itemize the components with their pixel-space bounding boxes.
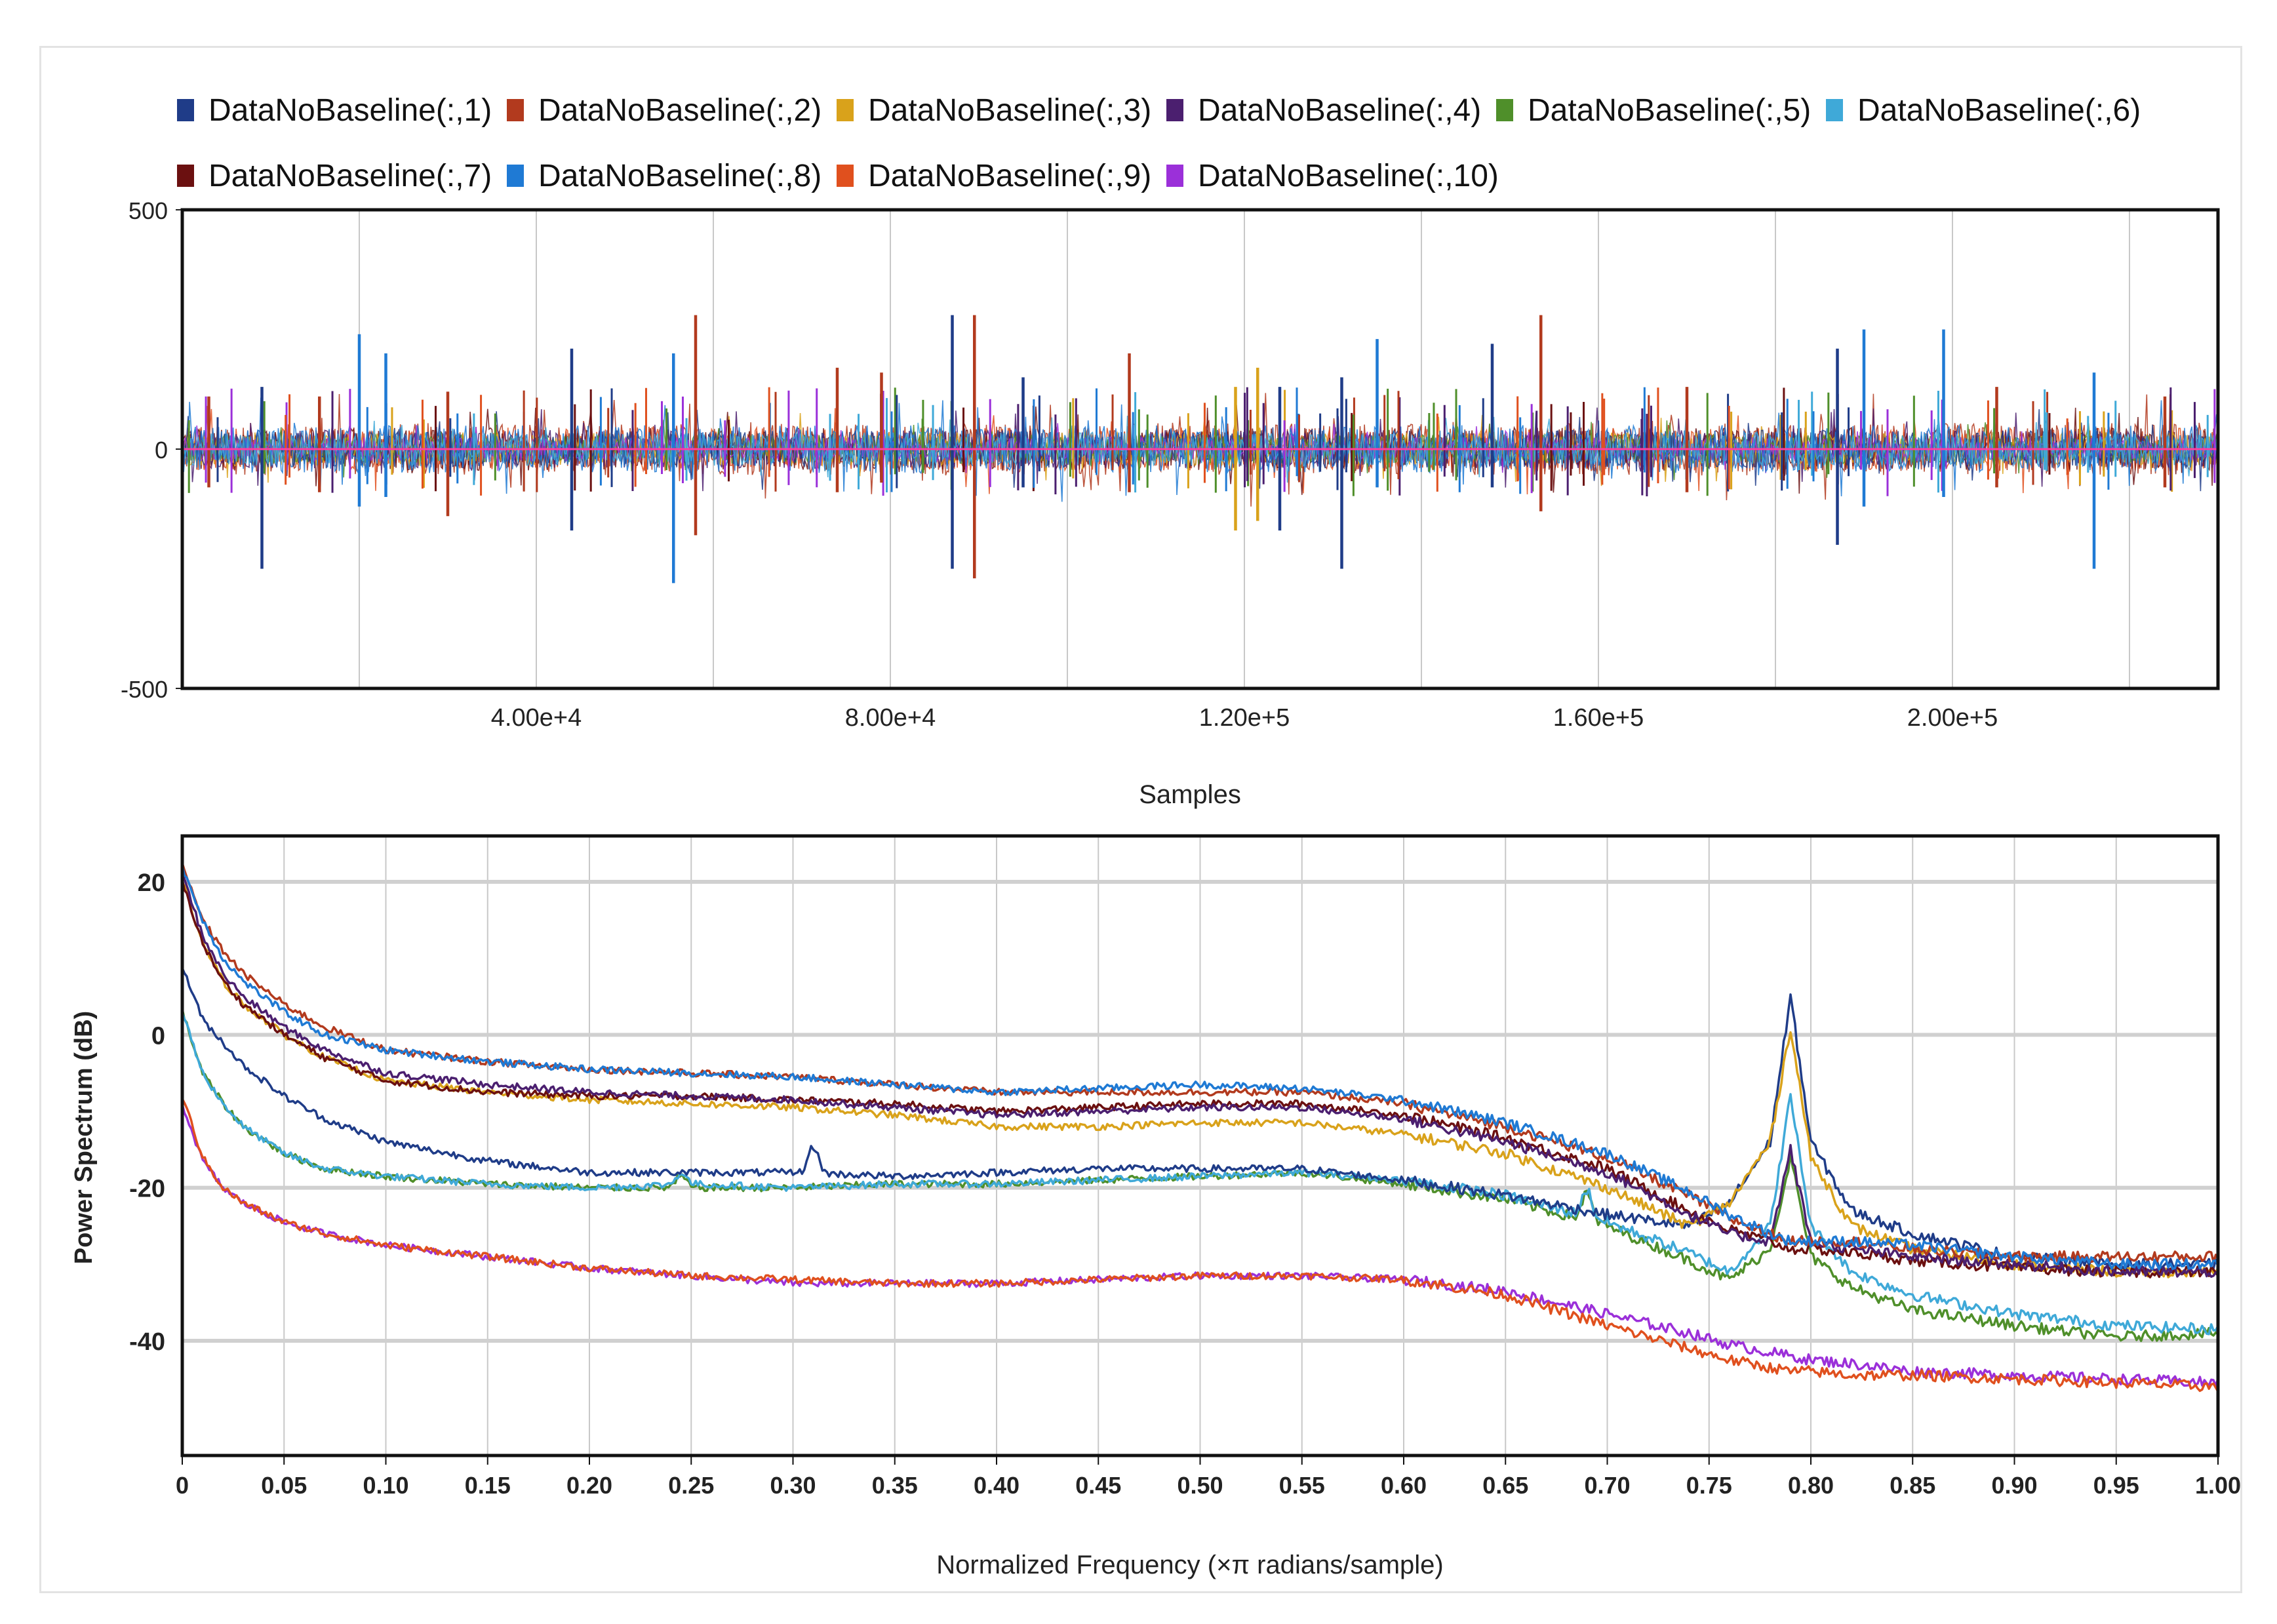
spec-series-line-9	[181, 1098, 2219, 1393]
legend-swatch-4	[1166, 99, 1183, 121]
legend-swatch-2	[507, 99, 524, 121]
spec-x-tick-label-5: 0.25	[668, 1472, 714, 1499]
spectrum-y-axis-label: Power Spectrum (dB)	[70, 1011, 98, 1264]
spec-x-tick-label-9: 0.45	[1075, 1472, 1121, 1499]
spec-x-tick-label-2: 0.10	[363, 1472, 408, 1499]
legend-item-9[interactable]: DataNoBaseline(:,9)	[837, 158, 1166, 194]
time-series-plot: -500 0 500 4.00e+4 8.00e+4 1.20e+5 1.60e+5 2.00…	[121, 197, 2220, 732]
time-x-tick-label-2: 1.20e+5	[1199, 704, 1290, 732]
time-x-tick-label-4: 2.00e+5	[1907, 704, 1998, 732]
spec-x-tick-label-17: 0.85	[1890, 1472, 1935, 1499]
legend-label-5: DataNoBaseline(:,5)	[1528, 92, 1812, 128]
spec-x-tick-label-15: 0.75	[1686, 1472, 1732, 1499]
legend-item-8[interactable]: DataNoBaseline(:,8)	[507, 158, 837, 194]
spec-y-tick-label-1: 0	[151, 1022, 165, 1050]
legend-swatch-6	[1826, 99, 1843, 121]
figure-frame	[39, 46, 2242, 1593]
legend-item-4[interactable]: DataNoBaseline(:,4)	[1166, 92, 1496, 129]
spec-series-line-6	[181, 1012, 2219, 1336]
legend-item-7[interactable]: DataNoBaseline(:,7)	[177, 158, 507, 194]
legend-item-2[interactable]: DataNoBaseline(:,2)	[507, 92, 837, 129]
legend-swatch-7	[177, 165, 194, 187]
spec-x-tick-label-6: 0.30	[770, 1472, 816, 1499]
legend-swatch-5	[1496, 99, 1513, 121]
spec-x-tick-label-11: 0.55	[1279, 1472, 1325, 1499]
spec-y-tick-label-3: -40	[129, 1328, 165, 1356]
time-y-tick-label-2: 500	[129, 197, 168, 224]
spec-x-tick-label-18: 0.90	[1991, 1472, 2037, 1499]
spec-series-line-8	[181, 865, 2219, 1271]
spec-y-tick-label-0: 20	[138, 869, 165, 897]
legend-row-1: DataNoBaseline(:,1) DataNoBaseline(:,2) …	[177, 77, 2177, 143]
legend-label-4: DataNoBaseline(:,4)	[1198, 92, 1482, 128]
legend-item-10[interactable]: DataNoBaseline(:,10)	[1166, 158, 1499, 194]
spec-x-tick-label-20: 1.00	[2195, 1472, 2241, 1499]
legend-swatch-1	[177, 99, 194, 121]
time-series-x-axis-label: Samples	[1139, 780, 1241, 809]
time-x-tick-label-0: 4.00e+4	[491, 704, 582, 732]
time-y-tick-label-0: -500	[121, 676, 168, 703]
legend-item-3[interactable]: DataNoBaseline(:,3)	[837, 92, 1166, 129]
time-plot-border	[180, 208, 2220, 690]
spec-x-tick-label-7: 0.35	[872, 1472, 918, 1499]
legend-label-6: DataNoBaseline(:,6)	[1857, 92, 2141, 128]
spec-x-tick-label-14: 0.70	[1584, 1472, 1630, 1499]
spec-x-tick-label-16: 0.80	[1788, 1472, 1834, 1499]
spec-series-line-4	[181, 871, 2219, 1278]
time-series-line-8	[182, 397, 2219, 502]
legend-swatch-3	[837, 99, 854, 121]
spectrum-x-axis-label: Normalized Frequency (×π radians/sample)	[936, 1551, 1443, 1579]
legend-label-9: DataNoBaseline(:,9)	[868, 158, 1152, 193]
legend-swatch-9	[837, 165, 854, 187]
legend-item-6[interactable]: DataNoBaseline(:,6)	[1826, 92, 2156, 129]
legend: DataNoBaseline(:,1) DataNoBaseline(:,2) …	[177, 77, 2177, 208]
spec-x-tick-label-3: 0.15	[465, 1472, 511, 1499]
spec-x-tick-label-13: 0.65	[1482, 1472, 1528, 1499]
legend-label-2: DataNoBaseline(:,2)	[538, 92, 822, 128]
spec-x-tick-label-1: 0.05	[261, 1472, 307, 1499]
legend-label-10: DataNoBaseline(:,10)	[1198, 158, 1499, 193]
spec-x-tick-label-10: 0.50	[1177, 1472, 1223, 1499]
spec-x-tick-label-0: 0	[176, 1472, 189, 1499]
legend-label-1: DataNoBaseline(:,1)	[208, 92, 492, 128]
time-y-tick-label-1: 0	[155, 437, 168, 464]
legend-row-2: DataNoBaseline(:,7) DataNoBaseline(:,8) …	[177, 143, 2177, 208]
spec-series-line-1	[181, 967, 2219, 1271]
time-x-tick-label-1: 8.00e+4	[845, 704, 936, 732]
legend-label-7: DataNoBaseline(:,7)	[208, 158, 492, 193]
spec-x-tick-label-19: 0.95	[2093, 1472, 2139, 1499]
spec-plot-border	[180, 834, 2220, 1457]
time-series-line-6	[182, 414, 2219, 486]
spec-x-tick-label-8: 0.40	[974, 1472, 1020, 1499]
legend-item-1[interactable]: DataNoBaseline(:,1)	[177, 92, 507, 129]
legend-swatch-8	[507, 165, 524, 187]
legend-label-3: DataNoBaseline(:,3)	[868, 92, 1152, 128]
spec-y-tick-label-2: -20	[129, 1176, 165, 1203]
power-spectrum-plot: 0 0.05 0.10 0.15 0.20 0.25 0.30 0.35 0.40 0.45 0.5…	[129, 834, 2241, 1499]
time-x-tick-label-3: 1.60e+5	[1553, 704, 1644, 732]
spec-x-tick-label-4: 0.20	[566, 1472, 612, 1499]
legend-item-5[interactable]: DataNoBaseline(:,5)	[1496, 92, 1826, 129]
spec-x-tick-label-12: 0.60	[1381, 1472, 1427, 1499]
legend-swatch-10	[1166, 165, 1183, 187]
legend-label-8: DataNoBaseline(:,8)	[538, 158, 822, 193]
